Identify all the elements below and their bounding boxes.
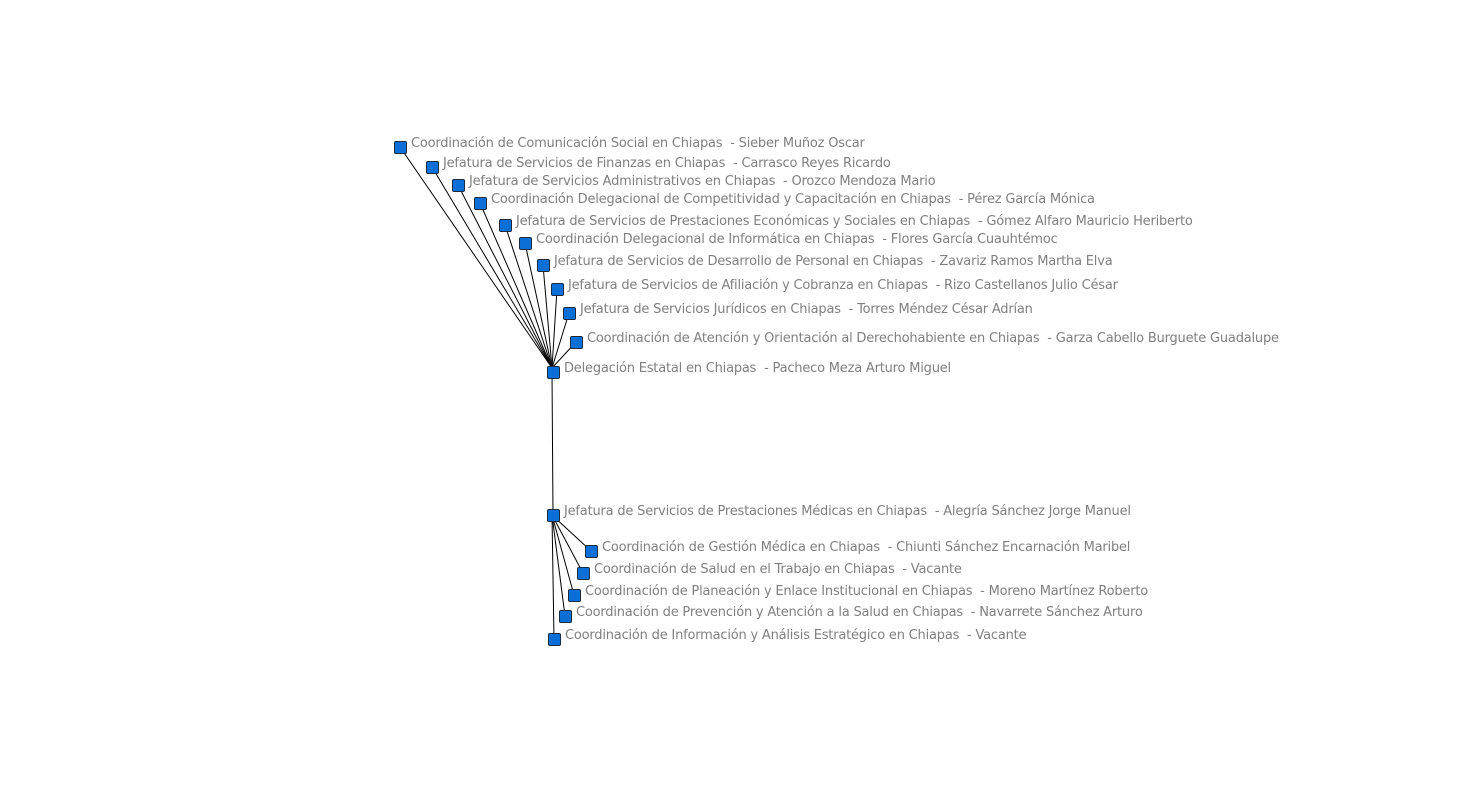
edge-delegacion-n2: [431, 166, 553, 369]
node-m5[interactable]: [548, 633, 561, 646]
node-m3[interactable]: [568, 589, 581, 602]
edge-med-m3: [551, 514, 575, 596]
edge-med-m4: [551, 514, 566, 617]
node-label: Jefatura de Servicios de Desarrollo de P…: [554, 254, 1113, 269]
edge-delegacion-n8: [551, 288, 558, 369]
node-label: Coordinación de Información y Análisis E…: [565, 628, 1027, 643]
edge-delegacion-n5: [504, 224, 553, 369]
node-m1[interactable]: [585, 545, 598, 558]
edge-delegacion-n4: [479, 202, 553, 369]
node-label: Coordinación de Salud en el Trabajo en C…: [594, 562, 962, 577]
node-n1[interactable]: [394, 141, 407, 154]
edge-med-m2: [551, 514, 584, 574]
node-label: Coordinación de Atención y Orientación a…: [587, 331, 1279, 346]
node-label: Coordinación Delegacional de Informática…: [536, 232, 1058, 247]
node-label: Jefatura de Servicios de Prestaciones Mé…: [564, 504, 1131, 519]
node-label: Jefatura de Servicios de Afiliación y Co…: [568, 278, 1118, 293]
edge-delegacion-n1: [399, 146, 553, 369]
node-label: Jefatura de Servicios de Finanzas en Chi…: [443, 156, 891, 171]
node-m4[interactable]: [559, 610, 572, 623]
edge-delegacion-n9: [551, 312, 570, 369]
node-delegacion[interactable]: [547, 366, 560, 379]
node-n10[interactable]: [570, 336, 583, 349]
node-label: Jefatura de Servicios Jurídicos en Chiap…: [580, 302, 1033, 317]
node-med[interactable]: [547, 509, 560, 522]
node-label: Jefatura de Servicios Administrativos en…: [469, 174, 936, 189]
node-n9[interactable]: [563, 307, 576, 320]
node-m2[interactable]: [577, 567, 590, 580]
node-label: Coordinación Delegacional de Competitivi…: [491, 192, 1095, 207]
node-label: Coordinación de Planeación y Enlace Inst…: [585, 584, 1149, 599]
node-n3[interactable]: [452, 179, 465, 192]
node-n5[interactable]: [499, 219, 512, 232]
node-label: Coordinación de Comunicación Social en C…: [411, 136, 865, 151]
edge-delegacion-n3: [457, 184, 553, 369]
node-label: Coordinación de Gestión Médica en Chiapa…: [602, 540, 1131, 555]
node-n4[interactable]: [474, 197, 487, 210]
edge-delegacion-n6: [524, 242, 553, 369]
edge-delegacion-med: [551, 371, 554, 516]
node-n2[interactable]: [426, 161, 439, 174]
node-n8[interactable]: [551, 283, 564, 296]
node-label: Coordinación de Prevención y Atención a …: [576, 605, 1143, 620]
edge-delegacion-n7: [542, 264, 553, 369]
node-label: Jefatura de Servicios de Prestaciones Ec…: [516, 214, 1193, 229]
edge-med-m5: [551, 514, 555, 640]
node-n7[interactable]: [537, 259, 550, 272]
node-label: Delegación Estatal en Chiapas - Pacheco …: [564, 361, 951, 376]
node-n6[interactable]: [519, 237, 532, 250]
